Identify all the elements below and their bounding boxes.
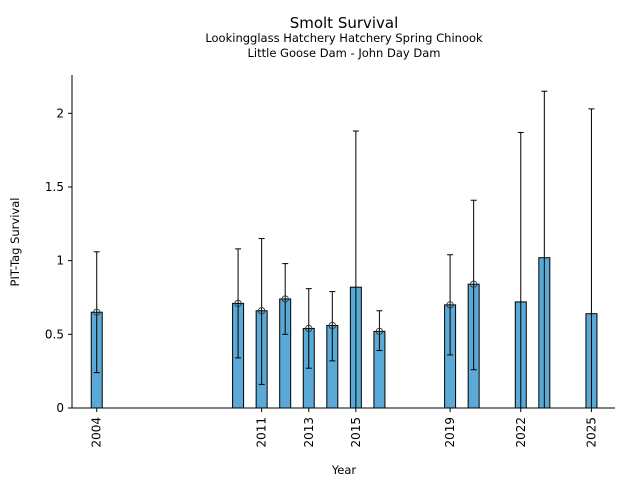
y-tick-label: 0.5	[45, 327, 64, 341]
chart-subtitle-line-2: Little Goose Dam - John Day Dam	[248, 46, 441, 60]
y-tick-label: 1	[56, 254, 64, 268]
y-tick-label: 2	[56, 106, 64, 120]
x-tick-label: 2011	[255, 417, 269, 448]
y-axis-label: PIT-Tag Survival	[8, 198, 22, 287]
point-marker-2013	[305, 324, 313, 333]
x-tick-label: 2025	[584, 417, 598, 448]
x-tick-label: 2004	[90, 417, 104, 448]
point-marker-2020	[470, 280, 478, 288]
chart-subtitle-line-1: Lookingglass Hatchery Hatchery Spring Ch…	[205, 31, 483, 45]
axes-group: 0 0.5 1 1.5 2 2004 2011 2013 2015 2019 2022 2025	[45, 75, 615, 448]
point-marker-2011	[257, 307, 266, 315]
x-tick-label: 2019	[443, 417, 457, 448]
x-axis-label: Year	[331, 463, 357, 477]
y-tick-label: 1.5	[45, 180, 64, 194]
x-tick-label: 2022	[514, 417, 528, 448]
x-tick-label: 2015	[349, 417, 363, 448]
point-marker-2004	[93, 308, 101, 316]
point-marker-2014	[328, 321, 336, 330]
chart-title: Smolt Survival	[290, 14, 399, 32]
y-tick-label: 0	[56, 401, 64, 415]
point-marker-2010	[234, 299, 242, 308]
point-marker-2016	[375, 327, 384, 336]
point-marker-2012	[281, 295, 289, 303]
bars-group	[90, 90, 598, 409]
x-tick-label: 2013	[302, 417, 316, 448]
point-marker-2019	[446, 301, 454, 309]
